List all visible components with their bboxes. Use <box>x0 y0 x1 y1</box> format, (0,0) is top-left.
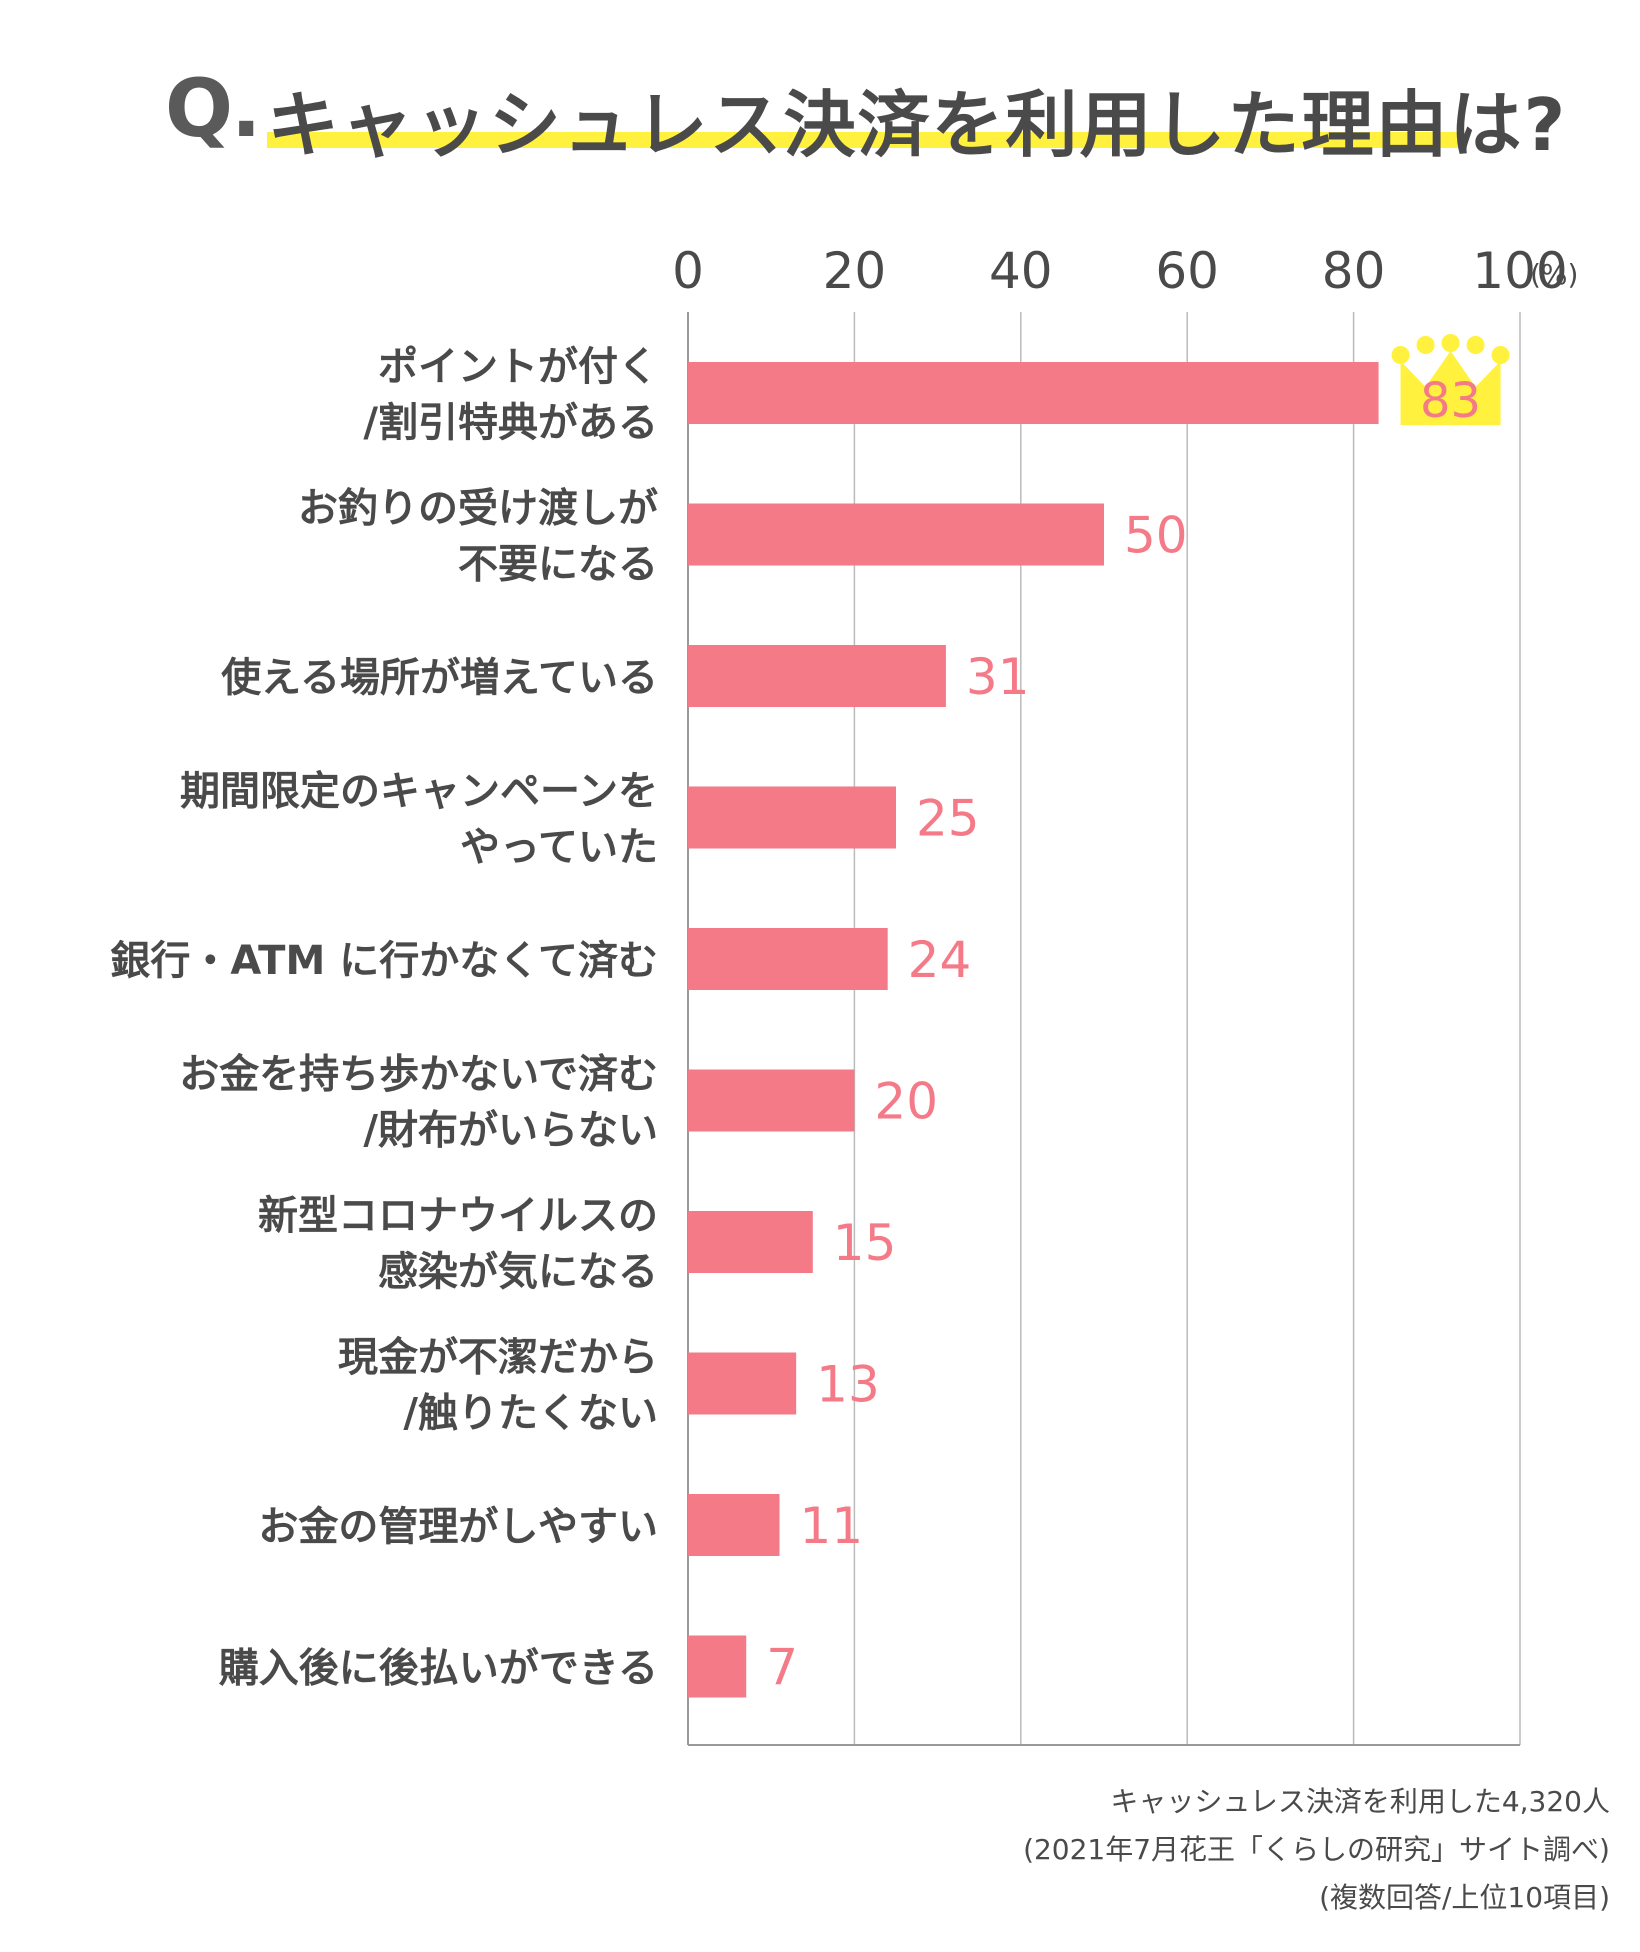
note-method: (複数回答/上位10項目) <box>1319 1881 1610 1914</box>
bar <box>688 503 1104 566</box>
category-label: /割引特典がある <box>363 400 658 446</box>
category-label: /財布がいらない <box>363 1108 658 1154</box>
value-label: 31 <box>966 648 1030 706</box>
category-label: 購入後に後払いができる <box>219 1646 658 1692</box>
crown-icon <box>1391 334 1510 425</box>
category-label: お釣りの受け渡しが <box>298 486 658 532</box>
value-label: 7 <box>766 1639 798 1697</box>
bar <box>688 1352 797 1415</box>
bar <box>688 1494 780 1556</box>
category-label: 銀行・ATM に行かなくて済む <box>110 938 658 984</box>
category-label: やっていた <box>460 825 658 871</box>
value-label: 15 <box>833 1214 897 1272</box>
category-label: 感染が気になる <box>378 1249 658 1295</box>
title-text: キャッシュレス決済を利用した理由は? <box>267 83 1568 167</box>
category-label: /触りたくない <box>403 1391 658 1437</box>
category-label: お金を持ち歩かないで済む <box>179 1052 658 1098</box>
value-label: 11 <box>800 1497 864 1555</box>
value-label: 24 <box>908 931 972 989</box>
chart-title: Q. キャッシュレス決済を利用した理由は? <box>0 0 1640 180</box>
category-label: 不要になる <box>458 542 658 588</box>
x-tick-label: 20 <box>823 242 887 300</box>
bar <box>688 1069 855 1132</box>
x-tick-label: 0 <box>672 242 704 300</box>
value-label: 13 <box>816 1356 880 1414</box>
x-unit-label: (%) <box>1530 258 1578 291</box>
source-notes: キャッシュレス決済を利用した4,320人 (2021年7月花王「くらしの研究」サ… <box>1023 1778 1610 1922</box>
x-tick-label: 100 <box>1472 242 1567 300</box>
bar <box>688 645 946 707</box>
note-source: (2021年7月花王「くらしの研究」サイト調べ) <box>1023 1833 1610 1866</box>
category-label: 使える場所が増えている <box>221 655 658 701</box>
category-label: ポイントが付く <box>378 344 658 390</box>
category-label: お金の管理がしやすい <box>258 1504 658 1550</box>
title-prefix: Q. <box>165 62 261 155</box>
value-label: 20 <box>874 1073 938 1131</box>
category-label: 期間限定のキャンペーンを <box>180 769 658 815</box>
x-tick-label: 40 <box>989 242 1053 300</box>
title-highlight <box>267 132 1462 148</box>
bar <box>688 928 888 990</box>
bar <box>688 786 896 849</box>
x-tick-label: 80 <box>1322 242 1386 300</box>
value-label: 25 <box>916 790 980 848</box>
bar-chart: 0 20 40 60 80 100(%) ポイントが付く/割引特典がある 83 お釣りの受け渡し… <box>110 242 1578 1746</box>
bar <box>688 362 1379 424</box>
bar <box>688 1635 747 1698</box>
value-label: 83 <box>1420 373 1481 429</box>
bar <box>688 1211 813 1273</box>
value-label: 50 <box>1124 507 1188 565</box>
note-sample: キャッシュレス決済を利用した4,320人 <box>1110 1785 1610 1818</box>
category-label: 新型コロナウイルスの <box>258 1193 658 1239</box>
category-label: 現金が不潔だから <box>338 1335 658 1381</box>
x-tick-label: 60 <box>1155 242 1219 300</box>
